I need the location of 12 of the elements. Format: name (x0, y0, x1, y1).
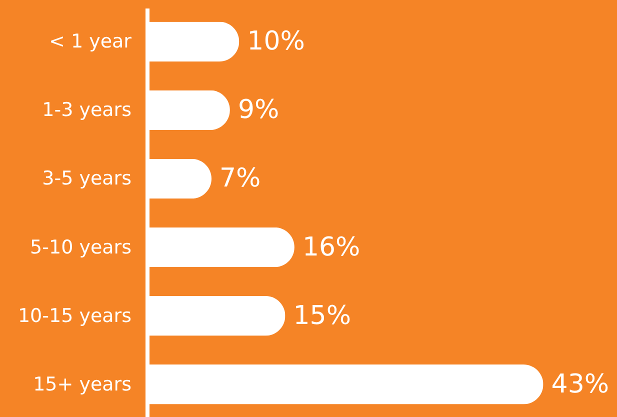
data-label: 10% (247, 26, 305, 57)
y-tick-label: 15+ years (33, 373, 132, 396)
y-tick-label: 10-15 years (18, 304, 132, 327)
data-label: 15% (293, 300, 352, 331)
data-label: 16% (302, 232, 360, 262)
y-tick-label: 1-3 years (42, 99, 132, 122)
data-label: 7% (220, 164, 261, 194)
y-tick-label: 5-10 years (30, 236, 132, 258)
y-tick-label: 3-5 years (42, 168, 132, 190)
y-tick-label: < 1 year (49, 30, 132, 53)
data-label: 9% (238, 95, 280, 126)
data-label: 43% (551, 369, 610, 400)
